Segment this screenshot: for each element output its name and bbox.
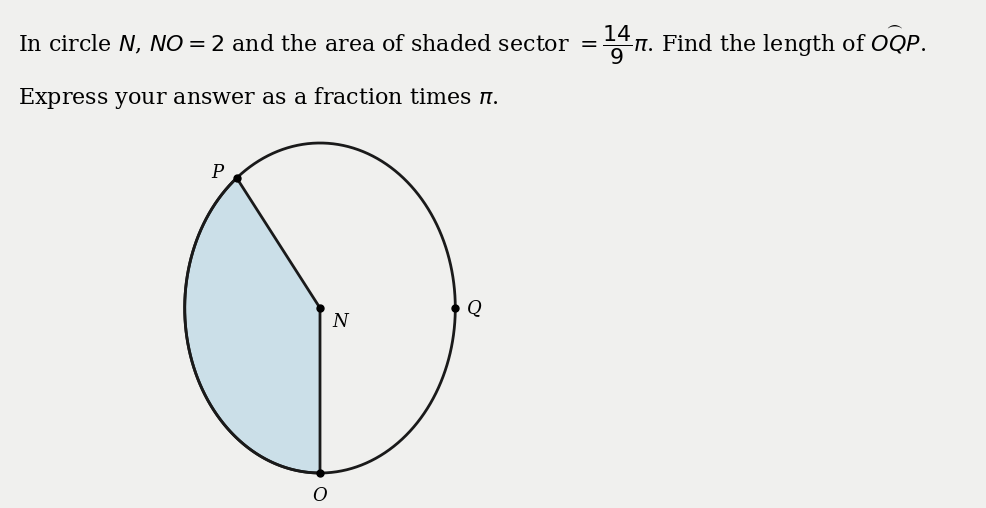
- Text: N: N: [331, 313, 347, 331]
- Polygon shape: [184, 178, 319, 473]
- Text: Express your answer as a fraction times $\pi$.: Express your answer as a fraction times …: [18, 85, 498, 111]
- Text: O: O: [313, 487, 327, 505]
- Text: In circle $N$, $NO = 2$ and the area of shaded sector $= \dfrac{14}{9}\pi$. Find: In circle $N$, $NO = 2$ and the area of …: [18, 23, 925, 67]
- Text: Q: Q: [466, 299, 481, 317]
- Text: P: P: [211, 164, 224, 182]
